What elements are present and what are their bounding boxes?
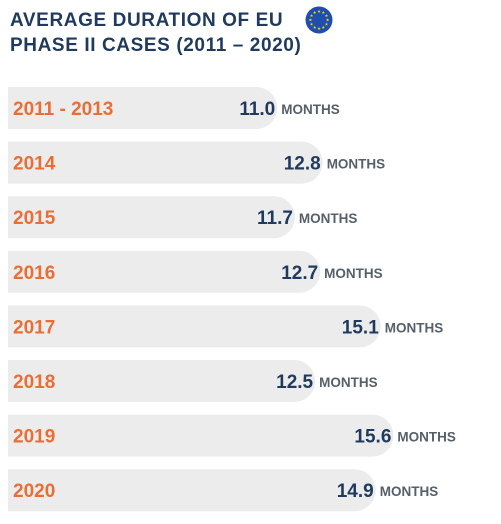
category-label-5: 2018 <box>13 372 55 393</box>
eu-star-4 <box>324 22 329 26</box>
eu-flag-disc <box>305 6 333 34</box>
unit-label-1: MONTHS <box>327 157 386 172</box>
unit-label-0: MONTHS <box>281 102 340 117</box>
eu-flag-stars <box>308 9 330 30</box>
chart-title-line-2: PHASE II CASES (2011 – 2020) <box>10 35 302 56</box>
unit-label-3: MONTHS <box>324 266 383 281</box>
value-label-2: 11.7 <box>257 208 293 229</box>
bar-6 <box>8 414 394 457</box>
bar-1 <box>8 141 323 184</box>
bar-7 <box>8 469 376 512</box>
eu-star-10 <box>309 14 314 18</box>
unit-label-4: MONTHS <box>385 320 444 335</box>
value-label-5: 12.5 <box>276 372 313 393</box>
eu-star-1 <box>321 10 325 14</box>
bar-4 <box>8 305 381 348</box>
value-label-4: 15.1 <box>342 317 379 338</box>
bar-0 <box>8 87 278 129</box>
eu-star-8 <box>309 22 314 26</box>
eu-star-3 <box>325 18 330 22</box>
bar-3 <box>8 250 321 293</box>
eu-star-5 <box>321 25 325 29</box>
unit-label-6: MONTHS <box>397 430 456 445</box>
eu-star-9 <box>308 18 313 22</box>
eu-star-7 <box>313 25 317 29</box>
value-label-0: 11.0 <box>239 99 275 120</box>
category-label-2: 2015 <box>13 208 56 229</box>
chart-title-line-1: AVERAGE DURATION OF EU <box>10 10 284 31</box>
category-label-7: 2020 <box>13 481 55 502</box>
bar-5 <box>8 360 316 402</box>
category-label-3: 2016 <box>13 263 55 284</box>
value-label-7: 14.9 <box>337 481 374 502</box>
unit-label-7: MONTHS <box>380 484 439 499</box>
value-label-3: 12.7 <box>281 263 318 284</box>
eu-star-6 <box>317 26 321 30</box>
chart-title: AVERAGE DURATION OF EU PHASE II CASES (2… <box>10 8 301 58</box>
value-label-6: 15.6 <box>354 427 391 448</box>
unit-label-5: MONTHS <box>319 375 378 390</box>
eu-star-0 <box>317 9 321 13</box>
eu-star-2 <box>324 14 329 18</box>
category-label-0: 2011 - 2013 <box>13 99 113 120</box>
bar-2 <box>8 196 295 239</box>
unit-label-2: MONTHS <box>299 211 358 226</box>
category-label-6: 2019 <box>13 427 55 448</box>
category-label-4: 2017 <box>13 317 55 338</box>
category-label-1: 2014 <box>13 154 56 175</box>
eu-flag-icon <box>305 6 333 34</box>
eu-star-11 <box>313 10 317 14</box>
value-label-1: 12.8 <box>284 154 321 175</box>
